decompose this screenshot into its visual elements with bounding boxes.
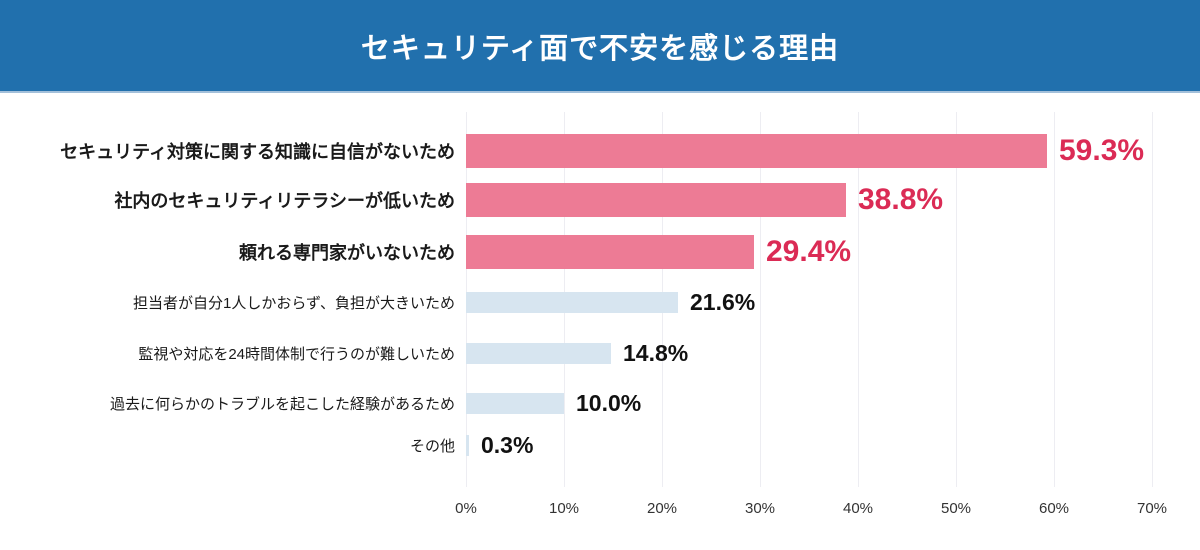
bar-chart: セキュリティ対策に関する知識に自信がないため 59.3% 社内のセキュリティリテラシ… [0, 93, 1200, 550]
table-row: その他 0.3% [0, 432, 1200, 458]
category-label: その他 [409, 438, 455, 455]
category-label: 頼れる専門家がいないため [239, 243, 455, 263]
category-label: 監視や対応を24時間体制で行うのが難しいため [138, 346, 455, 363]
bar [466, 435, 469, 456]
category-label: 過去に何らかのトラブルを起こした経験があるため [109, 396, 455, 413]
x-axis-tick-label: 60% [1038, 500, 1070, 517]
category-label: セキュリティ対策に関する知識に自信がないため [60, 142, 455, 162]
x-axis-tick-label: 30% [744, 500, 776, 517]
table-row: 社内のセキュリティリテラシーが低いため 38.8% [0, 183, 1200, 217]
gridline [760, 112, 761, 487]
x-axis-tick-label: 10% [548, 500, 580, 517]
value-label: 59.3% [1059, 134, 1145, 167]
gridline [956, 112, 957, 487]
gridline [1152, 112, 1153, 487]
x-axis-tick-label: 50% [940, 500, 972, 517]
table-row: 担当者が自分1人しかおらず、負担が大きいため 21.6% [0, 289, 1200, 315]
value-label: 0.3% [481, 432, 534, 458]
value-label: 21.6% [690, 289, 756, 315]
value-label: 29.4% [766, 235, 852, 268]
gridline [1054, 112, 1055, 487]
table-row: 監視や対応を24時間体制で行うのが難しいため 14.8% [0, 340, 1200, 366]
bar [466, 235, 754, 269]
bar [466, 393, 564, 414]
x-axis-tick-label: 0% [455, 500, 477, 517]
table-row: 過去に何らかのトラブルを起こした経験があるため 10.0% [0, 390, 1200, 416]
gridline [858, 112, 859, 487]
category-label: 担当者が自分1人しかおらず、負担が大きいため [133, 295, 455, 312]
bar [466, 183, 846, 217]
chart-title: セキュリティ面で不安を感じる理由 [360, 32, 840, 65]
x-axis-tick-label: 20% [646, 500, 678, 517]
value-label: 14.8% [623, 340, 689, 366]
category-label: 社内のセキュリティリテラシーが低いため [114, 191, 455, 211]
bar [466, 134, 1047, 168]
table-row: セキュリティ対策に関する知識に自信がないため 59.3% [0, 134, 1200, 168]
chart-title-bar: セキュリティ面で不安を感じる理由 [0, 0, 1200, 93]
bar [466, 343, 611, 364]
bar [466, 292, 678, 313]
x-axis-tick-label: 40% [842, 500, 874, 517]
table-row: 頼れる専門家がいないため 29.4% [0, 235, 1200, 269]
value-label: 38.8% [858, 183, 944, 216]
x-axis-tick-label: 70% [1136, 500, 1168, 517]
value-label: 10.0% [576, 390, 642, 416]
